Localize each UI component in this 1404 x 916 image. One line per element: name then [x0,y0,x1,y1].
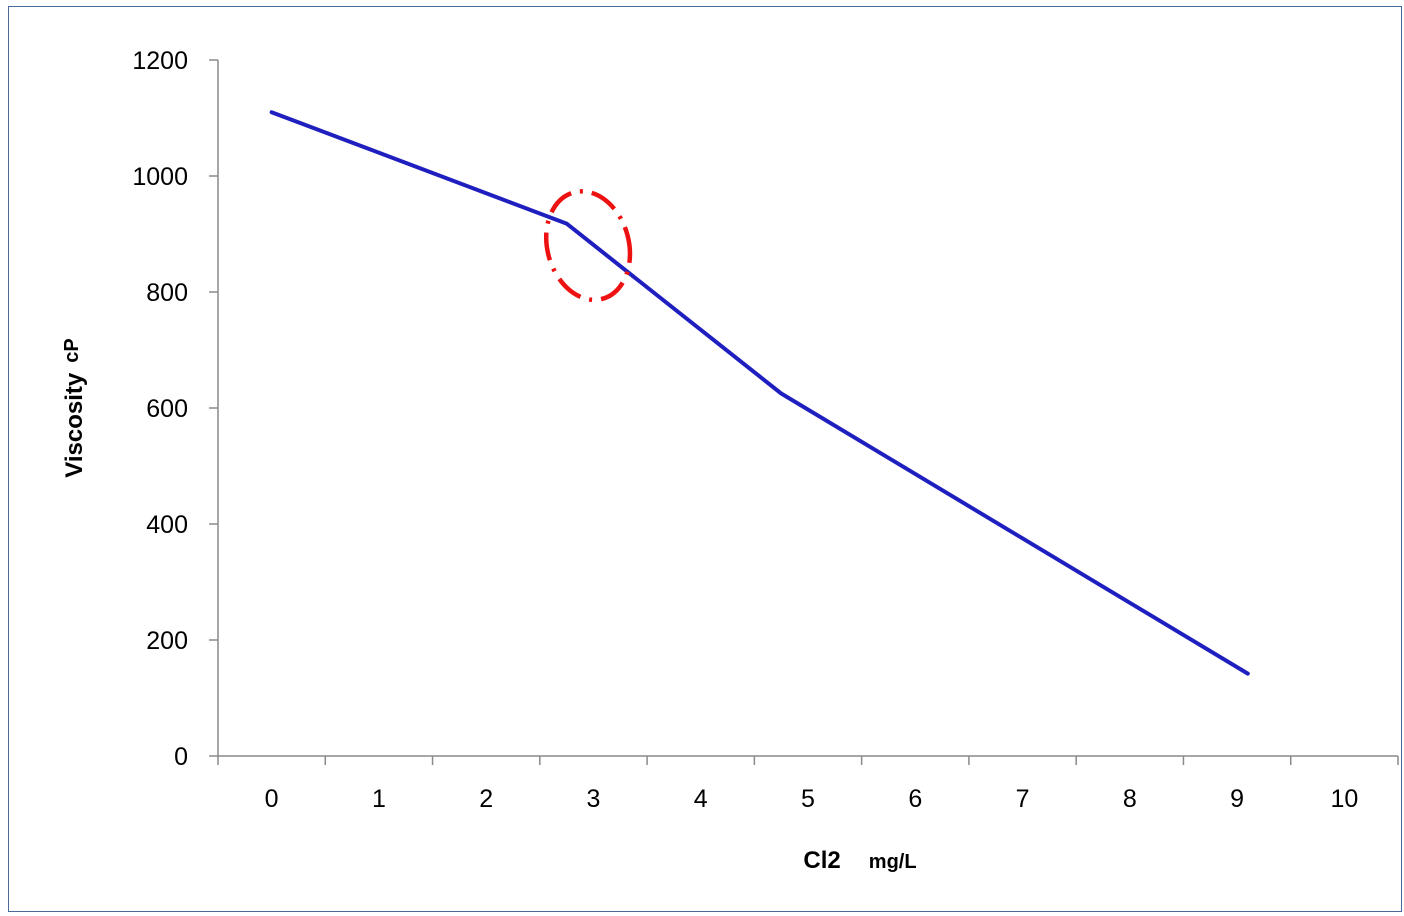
x-tick-label: 6 [908,785,922,813]
x-tick-label: 0 [265,785,279,813]
highlight-circle [543,189,633,303]
x-axis-title: Cl2 mg/L [803,847,916,874]
y-tick-label: 800 [146,279,188,307]
x-tick-label: 2 [479,785,493,813]
y-tick-label: 0 [174,743,188,771]
series-line [269,110,1250,676]
x-tick-label: 8 [1123,785,1137,813]
y-axis-label: Viscosity [61,372,88,478]
chart-frame [8,6,1402,912]
x-ticks: 0 1 2 3 4 5 6 7 8 9 10 [217,756,1399,813]
x-tick-label: 4 [694,785,708,813]
x-axis-label: Cl2 [803,847,840,874]
y-tick-label: 400 [146,511,188,539]
x-tick-label: 3 [587,785,601,813]
x-tick-label: 10 [1330,785,1358,813]
x-tick-label: 5 [801,785,815,813]
x-tick-label: 1 [372,785,386,813]
y-axis-title: Viscosity cP [61,338,88,477]
x-axis-unit: mg/L [869,851,917,873]
y-tick-label: 200 [146,627,188,655]
x-tick-label: 9 [1230,785,1244,813]
annotation-layer [543,189,633,303]
y-tick-label: 1000 [132,163,188,191]
series-layer [269,110,1250,676]
x-tick-label: 7 [1016,785,1030,813]
y-tick-label: 600 [146,395,188,423]
y-axis-unit: cP [61,338,83,362]
y-ticks: 0 200 400 600 800 1000 1200 [132,47,218,771]
y-tick-label: 1200 [132,47,188,75]
